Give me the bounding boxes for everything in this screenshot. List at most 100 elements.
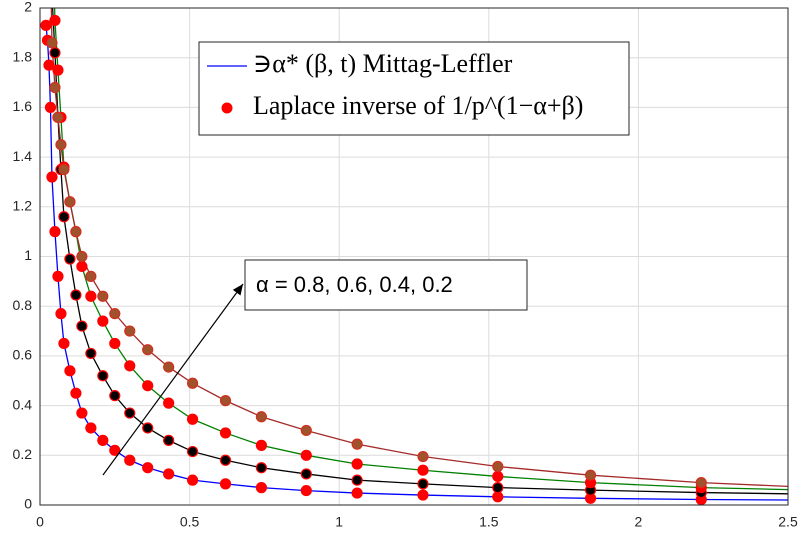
- scatter-point: [219, 478, 232, 490]
- scatter-point: [55, 308, 67, 320]
- scatter-point: [142, 462, 154, 474]
- scatter-point: [351, 458, 363, 470]
- scatter-point: [584, 469, 597, 481]
- scatter-point: [49, 226, 61, 238]
- scatter-point: [124, 325, 136, 337]
- line-series: [53, 8, 788, 491]
- scatter-point: [64, 253, 76, 265]
- scatter-point: [109, 308, 121, 320]
- scatter-point: [124, 454, 136, 466]
- scatter-point: [186, 413, 199, 425]
- x-tick-label: 0: [36, 514, 44, 530]
- scatter-point: [46, 171, 58, 183]
- scatter-point: [46, 37, 58, 49]
- scatter-point: [219, 427, 232, 439]
- scatter-point: [163, 434, 175, 446]
- scatter-point: [163, 468, 175, 480]
- scatter-point: [52, 270, 64, 282]
- axes-box: [39, 7, 789, 506]
- line-series: [45, 25, 788, 501]
- y-tick-label: 1.8: [13, 48, 33, 64]
- annotation-arrow: [102, 283, 244, 476]
- scatter-point: [300, 424, 312, 437]
- y-tick-label: 1.2: [13, 198, 33, 214]
- scatter-point: [76, 260, 88, 273]
- scatter-point: [255, 462, 268, 474]
- scatter-point: [255, 482, 268, 494]
- scatter-point: [58, 211, 70, 223]
- y-tick-label: 0.2: [13, 446, 33, 462]
- annotation: α = 0.8, 0.6, 0.4, 0.2: [102, 259, 528, 476]
- scatter-point: [76, 250, 88, 263]
- legend: ∋α* (β, t) Mittag-Leffler Laplace inverse…: [198, 41, 630, 136]
- scatter-point: [85, 347, 97, 360]
- legend-label: Laplace inverse of 1/p^(1−α+β): [253, 91, 583, 120]
- y-tick-label: 0.6: [13, 347, 33, 363]
- scatter-point: [417, 489, 429, 501]
- scatter-point: [109, 444, 121, 456]
- scatter-point: [163, 397, 175, 409]
- scatter-point: [255, 411, 268, 423]
- scatter-point: [85, 422, 97, 434]
- scatter-point: [58, 337, 70, 350]
- x-tick-label: 2: [635, 514, 643, 530]
- scatter-point: [142, 344, 154, 356]
- scatter-point: [492, 491, 504, 503]
- scatter-point: [351, 438, 363, 450]
- scatter-point: [64, 196, 76, 208]
- scatter-point: [492, 470, 504, 483]
- scatter-point: [70, 289, 82, 301]
- scatter-point: [52, 111, 64, 123]
- scatter-point: [70, 387, 82, 399]
- scatter-point: [76, 407, 88, 419]
- scatter-point: [219, 454, 232, 466]
- legend-box: [198, 41, 630, 136]
- y-tick-label: 0: [24, 496, 32, 512]
- annotation-text: α = 0.8, 0.6, 0.4, 0.2: [256, 272, 453, 297]
- scatter-point: [142, 422, 154, 434]
- y-tick-label: 0.8: [13, 297, 33, 313]
- scatter-point: [255, 439, 268, 451]
- scatter-point: [109, 390, 121, 402]
- scatter-point: [142, 380, 154, 392]
- x-tick-label: 2.5: [778, 514, 798, 530]
- scatter-point: [49, 14, 61, 27]
- scatter-point: [124, 407, 136, 419]
- scatter-point: [43, 59, 55, 71]
- scatter-point: [85, 270, 97, 282]
- scatter-point: [85, 290, 97, 302]
- scatter-point: [186, 474, 199, 486]
- y-tick-label: 0.4: [13, 396, 33, 412]
- y-tick-label: 1.4: [13, 148, 33, 164]
- scatter-point: [300, 449, 312, 461]
- scatter-point: [97, 315, 109, 327]
- scatter-point: [417, 450, 429, 463]
- scatter-point: [219, 395, 232, 407]
- annotation-box: [244, 259, 528, 311]
- legend-label: ∋α* (β, t) Mittag-Leffler: [253, 49, 513, 78]
- scatter-point: [76, 320, 88, 332]
- y-tick-label: 1: [24, 247, 32, 263]
- scatter-point: [163, 361, 175, 373]
- scatter-point: [186, 445, 199, 458]
- tick-labels: 0 0.5 1 1.5 2 2.5 0 0.2 0.4 0.6 0.8 1 1.2 1.4 1.6 1.8 2: [13, 0, 798, 530]
- scatter-point: [64, 365, 76, 377]
- scatter-point: [44, 101, 57, 114]
- scatter-point: [695, 477, 707, 489]
- scatter-point: [97, 434, 109, 446]
- scatter-point: [417, 464, 429, 476]
- scatter-point: [58, 163, 70, 176]
- legend-marker-swatch: [221, 102, 233, 114]
- scatter-point: [40, 19, 52, 31]
- scatter-point: [97, 290, 109, 302]
- x-tick-label: 1: [335, 514, 343, 530]
- x-tick-label: 1.5: [479, 514, 499, 530]
- scatter-point: [351, 487, 363, 499]
- scatter-point: [109, 337, 121, 350]
- x-tick-label: 0.5: [180, 514, 200, 530]
- scatter-point: [49, 47, 61, 59]
- scatter-point: [124, 360, 136, 372]
- scatter-point: [49, 81, 61, 94]
- y-tick-label: 1.6: [13, 98, 33, 114]
